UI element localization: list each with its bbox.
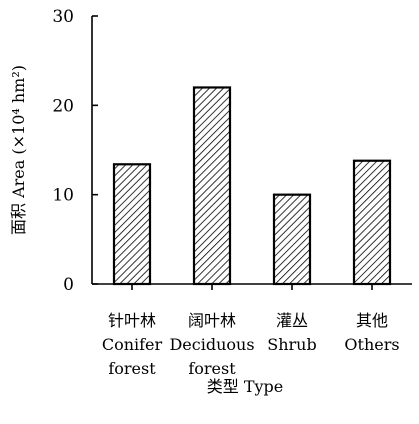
x-axis-title: 类型 Type [207, 377, 284, 396]
bar [272, 193, 312, 286]
category-label: Others [344, 335, 399, 354]
category-label: Shrub [267, 335, 316, 354]
y-tick-label: 0 [63, 275, 74, 295]
category-label: 灌丛 [276, 311, 308, 330]
category-label: forest [108, 359, 156, 378]
y-tick-label: 20 [52, 96, 74, 116]
y-tick-label: 10 [52, 186, 74, 206]
category-labels: 针叶林 Conifer forest 阔叶林 Deciduous forest 灌丛 Shru… [102, 311, 400, 378]
y-axis-title: 面积 Area (×10⁴ hm²) [9, 65, 28, 235]
category-label: 针叶林 [108, 311, 156, 330]
bar [352, 159, 392, 286]
bars [112, 86, 392, 286]
category-label: 其他 [356, 311, 388, 330]
category-label: Deciduous [169, 335, 254, 354]
category-label: Conifer [102, 335, 163, 354]
y-tick-label: 30 [52, 7, 74, 27]
bar [192, 86, 232, 286]
category-label: forest [188, 359, 236, 378]
bar [112, 163, 152, 286]
category-label: 阔叶林 [188, 311, 236, 330]
y-ticks: 0 10 20 30 [52, 7, 373, 295]
